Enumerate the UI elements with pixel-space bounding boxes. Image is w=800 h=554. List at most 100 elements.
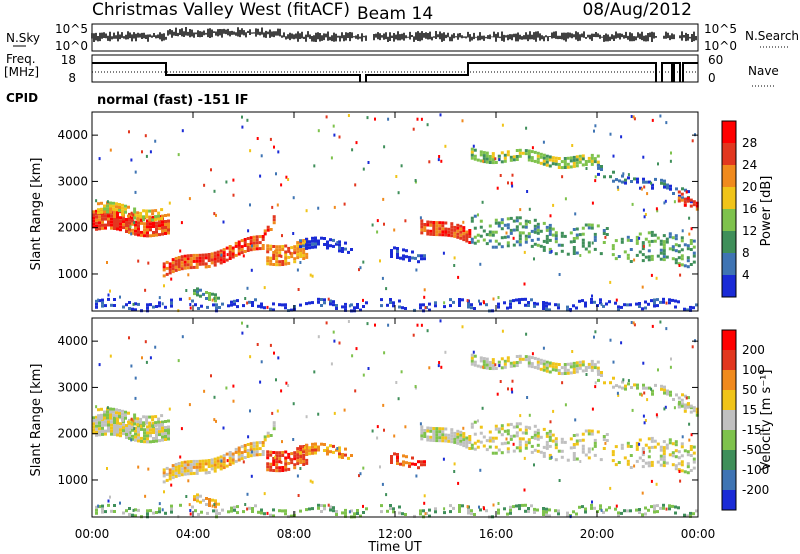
backscatter-cell: [677, 506, 680, 510]
backscatter-cell: [92, 422, 95, 426]
backscatter-cell: [228, 257, 232, 260]
backscatter-cell: [545, 160, 549, 164]
scatter-point: [244, 503, 247, 506]
backscatter-cell: [261, 453, 265, 456]
backscatter-cell: [575, 367, 579, 371]
backscatter-cell: [662, 240, 666, 244]
scatter-point: [362, 504, 364, 508]
backscatter-cell: [515, 446, 519, 450]
freq-frame: [91, 54, 699, 83]
backscatter-cell: [470, 306, 473, 310]
backscatter-cell: [659, 248, 663, 252]
backscatter-cell: [545, 446, 549, 450]
backscatter-cell: [311, 442, 314, 446]
backscatter-cell: [113, 418, 116, 421]
backscatter-cell: [380, 304, 383, 308]
backscatter-cell: [542, 365, 546, 369]
scatter-point: [109, 354, 112, 358]
scatter-point: [479, 262, 482, 266]
backscatter-cell: [488, 445, 492, 449]
backscatter-cell: [672, 192, 675, 195]
backscatter-cell: [494, 451, 498, 455]
backscatter-cell: [503, 429, 507, 433]
backscatter-cell: [476, 158, 480, 162]
backscatter-cell: [596, 154, 600, 158]
backscatter-cell: [500, 424, 504, 428]
backscatter-cell: [131, 222, 134, 226]
backscatter-cell: [210, 252, 214, 256]
backscatter-cell: [171, 473, 175, 477]
backscatter-cell: [686, 453, 690, 457]
backscatter-cell: [131, 422, 134, 426]
backscatter-cell: [521, 357, 525, 361]
scatter-point: [594, 381, 597, 385]
backscatter-cell: [593, 444, 597, 448]
backscatter-cell: [198, 462, 202, 466]
scatter-point: [187, 273, 190, 277]
backscatter-cell: [602, 447, 606, 450]
scatter-point: [642, 208, 645, 212]
backscatter-cell: [617, 461, 621, 464]
backscatter-cell: [195, 465, 199, 469]
backscatter-cell: [554, 231, 558, 235]
backscatter-cell: [686, 256, 690, 260]
backscatter-cell: [119, 216, 122, 220]
backscatter-cell: [109, 416, 112, 420]
scatter-point: [188, 403, 191, 407]
backscatter-cell: [230, 303, 233, 307]
backscatter-cell: [146, 225, 149, 229]
backscatter-cell: [95, 421, 98, 425]
backscatter-cell: [158, 224, 161, 228]
backscatter-cell: [116, 224, 119, 228]
backscatter-cell: [524, 219, 528, 223]
backscatter-cell: [530, 150, 534, 154]
backscatter-cell: [428, 514, 431, 518]
backscatter-cell: [133, 207, 137, 211]
backscatter-cell: [413, 514, 416, 518]
scatter-point: [333, 133, 336, 137]
backscatter-cell: [429, 429, 433, 433]
backscatter-cell: [237, 449, 241, 453]
backscatter-cell: [575, 439, 579, 443]
backscatter-cell: [98, 227, 101, 231]
backscatter-cell: [296, 256, 300, 260]
backscatter-cell: [438, 230, 442, 234]
x-tick-label: 04:00: [176, 527, 211, 541]
backscatter-cell: [341, 511, 344, 515]
backscatter-cell: [465, 236, 469, 240]
backscatter-cell: [278, 454, 282, 458]
backscatter-cell: [197, 513, 200, 516]
backscatter-cell: [122, 217, 125, 221]
backscatter-cell: [162, 468, 166, 472]
backscatter-cell: [660, 384, 663, 388]
backscatter-cell: [237, 249, 241, 253]
backscatter-cell: [296, 250, 300, 254]
backscatter-cell: [575, 164, 579, 168]
scatter-point: [494, 157, 497, 161]
scatter-point: [419, 216, 422, 220]
backscatter-cell: [390, 255, 393, 258]
backscatter-cell: [599, 298, 602, 302]
backscatter-cell: [393, 246, 396, 250]
backscatter-cell: [503, 507, 506, 511]
backscatter-cell: [143, 234, 146, 238]
backscatter-cell: [192, 259, 196, 263]
backscatter-cell: [122, 226, 125, 230]
backscatter-cell: [240, 445, 244, 449]
backscatter-cell: [530, 229, 534, 233]
backscatter-cell: [662, 297, 665, 301]
backscatter-cell: [210, 458, 214, 462]
scatter-point: [511, 379, 514, 383]
backscatter-cell: [234, 459, 238, 463]
backscatter-cell: [497, 242, 501, 246]
backscatter-cell: [402, 257, 405, 261]
backscatter-cell: [500, 227, 504, 231]
backscatter-cell: [121, 412, 124, 416]
backscatter-cell: [680, 198, 684, 202]
backscatter-cell: [100, 416, 103, 420]
backscatter-cell: [323, 298, 326, 302]
backscatter-cell: [597, 166, 600, 170]
backscatter-cell: [590, 506, 593, 510]
velocity-cells: [92, 319, 699, 519]
backscatter-cell: [240, 457, 244, 461]
